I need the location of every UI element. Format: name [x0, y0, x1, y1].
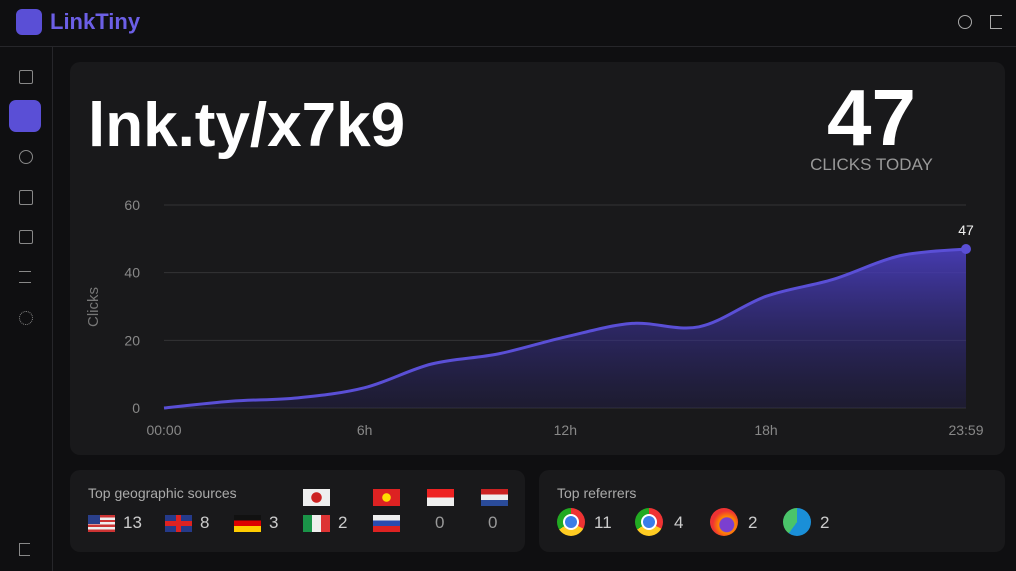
referrer-count: 2	[748, 513, 758, 532]
chrome-icon	[557, 508, 585, 536]
y-axis-label: Clicks	[85, 287, 102, 327]
x-tick-label: 12h	[554, 422, 577, 438]
nav-users[interactable]	[19, 150, 33, 164]
line	[163, 247, 967, 410]
nav-edit[interactable]	[19, 230, 33, 244]
y-tick-label: 20	[124, 332, 140, 348]
geo-count: 8	[200, 513, 210, 532]
area-fill	[164, 248, 966, 408]
referrer-count: 4	[674, 513, 684, 532]
geo-count: 0	[435, 513, 445, 532]
x-tick-label: 23:59	[948, 422, 983, 438]
header: LinkTiny	[0, 0, 1016, 47]
chart: Clicks 0 20 40 60 00:00 6h 12h 18h 23:59 47	[85, 197, 984, 438]
flag-sg	[427, 489, 454, 506]
x-tick-label: 18h	[754, 422, 777, 438]
clicks-value: 47	[827, 73, 916, 162]
flag-de	[234, 515, 261, 532]
referrers-card: Top referrers	[539, 470, 1005, 552]
brand: LinkTiny	[50, 9, 141, 34]
logo	[16, 9, 42, 35]
flag-it	[303, 515, 330, 532]
nav-list[interactable]	[19, 271, 31, 283]
x-tick-label: 00:00	[146, 422, 181, 438]
data-label: 47	[958, 222, 974, 238]
referrer-count: 11	[594, 513, 612, 532]
geo-title: Top geographic sources	[88, 485, 237, 501]
nav-analytics[interactable]	[9, 100, 41, 132]
short-link: lnk.ty/x7k9	[88, 91, 406, 160]
nav-logout[interactable]	[19, 543, 30, 556]
nav-settings[interactable]	[19, 311, 33, 325]
flag-jp	[303, 489, 330, 506]
flag-ru	[373, 515, 400, 532]
sidebar	[0, 47, 53, 571]
nav-reports[interactable]	[19, 190, 33, 205]
geo-count: 3	[269, 513, 279, 532]
geo-card: Top geographic sources	[70, 470, 525, 552]
flag-us	[88, 515, 115, 532]
y-tick-label: 40	[124, 265, 140, 281]
referrers-title: Top referrers	[557, 485, 637, 501]
edge-icon	[783, 508, 811, 536]
end-point	[961, 243, 971, 254]
y-tick-label: 60	[124, 197, 140, 213]
firefox-icon	[710, 508, 738, 536]
geo-count: 13	[123, 513, 142, 532]
flag-uk	[165, 515, 192, 532]
flag-vn	[373, 489, 400, 506]
clicks-label: CLICKS TODAY	[810, 155, 933, 174]
chrome-icon	[635, 508, 663, 536]
x-tick-label: 6h	[357, 422, 373, 438]
referrer-count: 2	[820, 513, 830, 532]
logout-icon[interactable]	[990, 15, 1002, 29]
geo-count: 0	[488, 513, 498, 532]
nav-dashboard[interactable]	[19, 70, 33, 84]
geo-count: 2	[338, 513, 348, 532]
main-panel: lnk.ty/x7k9 47 CLICKS TODAY Clicks 0 20 40…	[70, 62, 1005, 455]
help-icon[interactable]	[958, 15, 972, 29]
flag-nl	[481, 489, 508, 506]
y-tick-label: 0	[132, 400, 140, 416]
